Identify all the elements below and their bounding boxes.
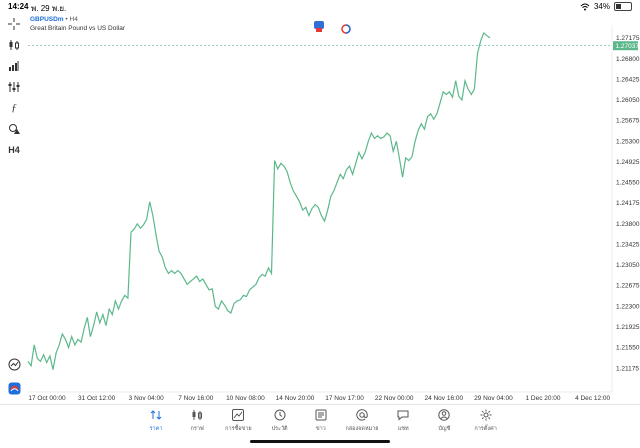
x-tick-label: 4 Dec 12:00 <box>575 395 610 402</box>
tab-chat[interactable]: แชท <box>381 409 425 433</box>
y-tick-label: 1.23800 <box>616 221 640 228</box>
tab-label: ประวัติ <box>271 426 288 432</box>
chat-icon <box>381 409 425 423</box>
chart-toolbar: ƒ H4 <box>0 14 28 404</box>
y-tick-label: 1.26800 <box>616 56 640 63</box>
tab-settings[interactable]: การตั้งค่า <box>464 409 508 433</box>
app-logo-icon[interactable] <box>6 380 22 396</box>
y-tick-label: 1.27175 <box>616 35 640 42</box>
tab-label: บัญชี <box>438 426 451 432</box>
tab-label: การซื้อขาย <box>225 426 252 432</box>
tab-label: การตั้งค่า <box>474 426 497 432</box>
x-tick-label: 3 Nov 04:00 <box>129 395 164 402</box>
battery-percent: 34% <box>593 2 610 11</box>
trade-panel-icon[interactable] <box>341 21 351 34</box>
y-tick-label: 1.22300 <box>616 303 640 310</box>
current-price-label: 1.27037 <box>616 43 640 50</box>
status-right: 34% <box>580 2 632 11</box>
symbol-description: Great Britain Pound vs US Dollar <box>30 25 126 32</box>
y-tick-label: 1.23425 <box>616 241 640 248</box>
timeframe-name: H4 <box>69 16 78 23</box>
sliders-icon[interactable] <box>6 79 22 95</box>
price-line <box>27 31 491 370</box>
x-tick-label: 22 Nov 00:00 <box>375 395 414 402</box>
symbol-name[interactable]: GBPUSDm <box>30 16 64 23</box>
y-tick-label: 1.26050 <box>616 97 640 104</box>
x-tick-label: 1 Dec 20:00 <box>525 395 560 402</box>
y-tick-label: 1.24550 <box>616 180 640 187</box>
timeframe-label[interactable]: H4 <box>8 145 20 155</box>
chart-icon <box>175 409 219 423</box>
tab-news[interactable]: ข่าว <box>299 409 343 433</box>
status-date: พ. 29 พ.ย. <box>31 4 67 13</box>
tab-label: ราคา <box>149 426 163 432</box>
x-tick-label: 29 Nov 04:00 <box>474 395 513 402</box>
tab-account[interactable]: บัญชี <box>422 409 466 433</box>
trade-icon <box>216 409 260 423</box>
mailbox-icon <box>340 409 384 423</box>
y-tick-label: 1.25300 <box>616 138 640 145</box>
x-tick-label: 17 Oct 00:00 <box>28 395 66 402</box>
current-price-tag <box>613 41 638 51</box>
chart-header: GBPUSDm • H4 Great Britain Pound vs US D… <box>30 16 126 32</box>
battery-icon <box>614 2 632 11</box>
tab-quotes[interactable]: ราคา <box>134 409 178 433</box>
x-tick-label: 24 Nov 16:00 <box>424 395 463 402</box>
y-tick-label: 1.24175 <box>616 200 640 207</box>
wifi-icon <box>580 3 590 10</box>
x-tick-label: 14 Nov 20:00 <box>276 395 315 402</box>
settings-icon <box>464 409 508 423</box>
tab-chart[interactable]: กราฟ <box>175 409 219 433</box>
one-click-trading-icon[interactable] <box>314 21 324 32</box>
y-tick-label: 1.21550 <box>616 345 640 352</box>
y-tick-label: 1.21175 <box>616 365 639 372</box>
tab-label: กราฟ <box>190 426 204 432</box>
news-icon <box>299 409 343 423</box>
y-tick-label: 1.25675 <box>616 118 640 125</box>
y-tick-label: 1.24925 <box>616 159 640 166</box>
price-chart[interactable]: 1.27175 1.26800 1.26425 1.26050 1.25675 1.253… <box>0 0 640 404</box>
tab-trade[interactable]: การซื้อขาย <box>216 409 260 433</box>
x-tick-label: 10 Nov 08:00 <box>226 395 265 402</box>
function-icon[interactable]: ƒ <box>11 102 17 114</box>
signals-icon[interactable] <box>6 356 22 372</box>
shapes-icon[interactable] <box>6 121 22 137</box>
status-bar: 14:24 พ. 29 พ.ย. 34% <box>0 0 640 14</box>
tab-history[interactable]: ประวัติ <box>258 409 302 433</box>
y-tick-label: 1.23050 <box>616 262 640 269</box>
tab-label: ข่าว <box>315 426 326 432</box>
y-tick-label: 1.21925 <box>616 324 640 331</box>
home-indicator <box>250 440 390 443</box>
quotes-icon <box>134 409 178 423</box>
bar-indicator-icon[interactable] <box>6 58 22 74</box>
crosshair-icon[interactable] <box>6 16 22 32</box>
tab-mailbox[interactable]: กล่องจดหมาย <box>340 409 384 433</box>
y-tick-label: 1.26425 <box>616 76 640 83</box>
history-icon <box>258 409 302 423</box>
x-tick-label: 7 Nov 16:00 <box>178 395 213 402</box>
candlestick-icon[interactable] <box>6 37 22 53</box>
tab-label: กล่องจดหมาย <box>345 426 379 432</box>
account-icon <box>422 409 466 423</box>
status-time: 14:24 <box>8 2 29 11</box>
x-tick-label: 17 Nov 17:00 <box>325 395 364 402</box>
tab-label: แชท <box>397 426 409 432</box>
x-tick-label: 31 Oct 12:00 <box>78 395 116 402</box>
y-tick-label: 1.22675 <box>616 283 640 290</box>
